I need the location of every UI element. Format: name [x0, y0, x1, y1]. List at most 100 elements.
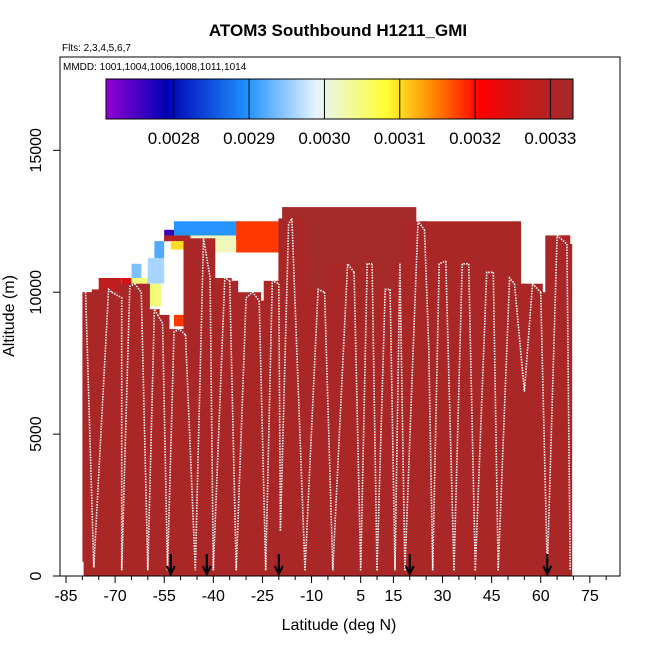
arrow-head: [542, 565, 553, 577]
flight-profile-4: [134, 283, 149, 571]
flight-profiles: [84, 217, 571, 571]
x-tick-label-1: -70: [104, 588, 127, 605]
colorbar-ticks: 0.0028 0.0029 0.0030 0.0031 0.0032 0.0033: [148, 79, 576, 148]
colorbar-tick-label-4: 0.0032: [449, 129, 501, 148]
flights-label: Flts: 2,3,4,5,6,7: [62, 43, 131, 54]
profile-column-32: [452, 263, 471, 576]
colorbar-tick-label-2: 0.0030: [298, 129, 350, 148]
x-tick-label-10: 60: [532, 588, 550, 605]
x-tick-label-8: 30: [434, 588, 452, 605]
profile-column-33: [466, 263, 478, 576]
flight-profile-5: [147, 306, 159, 571]
heatmap-cell-6: [147, 258, 165, 284]
flight-profile-39: [539, 292, 549, 571]
x-tick-label-3: -40: [202, 588, 225, 605]
flight-profile-22: [359, 262, 373, 571]
x-tick-label-7: 15: [385, 588, 403, 605]
profile-column-11: [227, 280, 239, 576]
flight-profile-24: [376, 288, 391, 571]
colorbar-tick-label-5: 0.0033: [524, 129, 576, 148]
x-tick-label-2: -55: [153, 588, 176, 605]
flight-profile-37: [513, 283, 526, 392]
flight-profile-7: [166, 328, 187, 571]
flight-profile-35: [492, 272, 499, 571]
flight-arrows: [165, 554, 553, 577]
arrow-4: [542, 554, 553, 577]
flight-profile-12: [235, 291, 260, 571]
arrow-head: [165, 565, 176, 577]
heatmap-cell-7: [154, 241, 165, 259]
flight-profile-16: [279, 217, 293, 531]
profile-column-7: [165, 329, 188, 576]
flight-profile-0: [84, 292, 95, 568]
flight-profile-29: [423, 229, 434, 571]
heatmap-cell-1: [98, 278, 122, 293]
heatmap-cell-5: [147, 283, 161, 307]
colorbar-tick-label-1: 0.0029: [223, 129, 275, 148]
profile-column-23: [370, 263, 379, 576]
profile-column-27: [397, 263, 407, 576]
x-axis: -85 -70 -55 -40 -25 -10 5 15 30 45 60 75: [54, 576, 607, 605]
flight-profile-8: [184, 238, 205, 571]
x-tick-label-6: 5: [356, 588, 365, 605]
x-tick-label-5: -10: [300, 588, 323, 605]
chart-title: ATOM3 Southbound H1211_GMI: [209, 21, 467, 40]
flight-profile-3: [120, 283, 136, 571]
profile-column-3: [119, 283, 137, 576]
profile-column-28: [402, 221, 427, 577]
x-axis-label: Latitude (deg N): [282, 617, 397, 634]
heatmap-cell-13: [236, 221, 279, 253]
plot-frame: [59, 56, 621, 577]
flight-profile-1: [93, 287, 113, 568]
flight-profile-21: [353, 272, 362, 571]
flight-profile-28: [404, 219, 426, 571]
flight-profile-2: [111, 291, 123, 571]
heatmap-cells: [82, 207, 573, 577]
x-tick-label-4: -25: [251, 588, 274, 605]
flight-profile-38: [523, 281, 542, 392]
arrow-head: [273, 565, 284, 577]
colorbar-tick-label-0: 0.0028: [148, 129, 200, 148]
x-tick-label-11: 75: [581, 588, 599, 605]
arrow-3: [404, 554, 415, 577]
flight-profile-10: [212, 276, 231, 571]
profile-column-26: [393, 263, 402, 576]
y-tick-label-0: 0: [28, 571, 45, 580]
heatmap-cell-14: [174, 314, 191, 327]
arrow-2: [273, 554, 284, 577]
heatmap-cell-12: [174, 221, 240, 236]
y-axis-label: Altitude (m): [1, 275, 18, 357]
flight-profile-25: [389, 289, 396, 571]
flight-profile-32: [453, 262, 469, 571]
profile-column-13: [257, 300, 268, 576]
dates-label: MMDD: 1001,1004,1006,1008,1011,1014: [63, 62, 247, 73]
profile-column-12: [234, 292, 262, 576]
flight-profile-6: [157, 314, 169, 571]
flight-profile-19: [323, 292, 334, 571]
profile-column-40: [545, 235, 569, 576]
y-tick-label-1: 5000: [28, 416, 45, 452]
colorbar-gradient: [105, 78, 574, 120]
x-tick-label-0: -85: [54, 588, 77, 605]
flight-profile-36: [497, 275, 516, 571]
profile-column-34: [473, 272, 496, 576]
flight-profile-40: [546, 233, 568, 571]
profile-column-38: [522, 283, 543, 576]
flight-profile-9: [202, 238, 215, 571]
flight-profile-11: [228, 280, 237, 571]
heatmap-cell-4: [131, 263, 142, 278]
flight-profile-20: [332, 261, 355, 571]
y-tick-label-3: 15000: [28, 128, 45, 173]
flight-profile-14: [264, 279, 280, 571]
flight-profile-17: [291, 218, 306, 571]
flight-profile-13: [258, 300, 267, 571]
flight-profile-30: [431, 260, 447, 571]
flight-profile-34: [474, 271, 494, 571]
flight-profile-31: [445, 260, 455, 571]
arrow-0: [165, 554, 176, 577]
flight-profile-41: [566, 243, 571, 571]
colorbar-tick-label-3: 0.0031: [374, 129, 426, 148]
flight-profile-18: [304, 288, 325, 571]
arrow-1: [201, 554, 212, 577]
